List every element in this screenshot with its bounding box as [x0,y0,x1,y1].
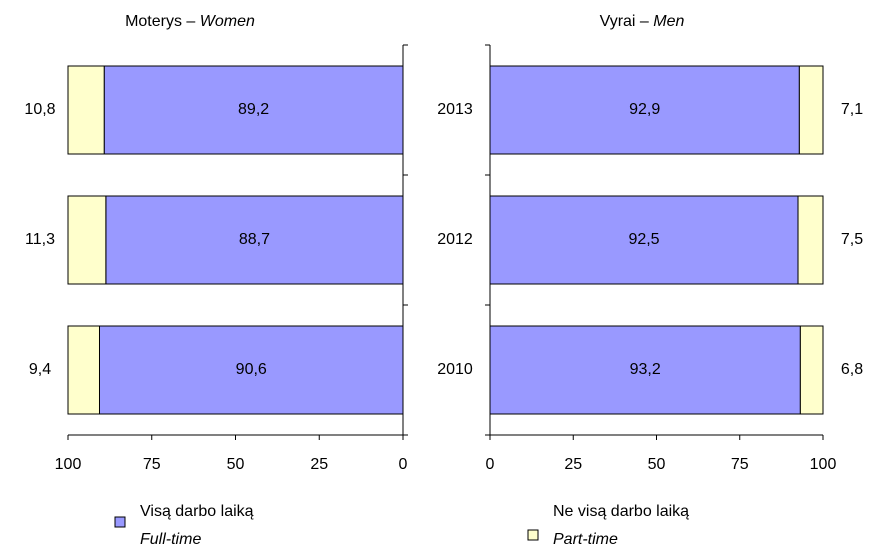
title-translation: Women [200,13,255,30]
chart-title: Moterys – Women [125,13,255,30]
bar-segment [798,65,824,155]
data-label: 6,8 [841,361,863,378]
data-label: 7,5 [841,231,863,248]
data-label: 89,2 [238,101,269,118]
chart-title: Vyrai – Men [600,13,685,30]
data-label: 92,9 [629,101,660,118]
legend-label: Visą darbo laiką [140,503,254,520]
data-label: 11,3 [25,231,55,248]
title-text: Vyrai – [600,13,649,30]
category-label: 2012 [437,231,473,248]
bar-segment [67,195,107,285]
bar-segment [67,325,100,415]
data-label: 9,4 [29,361,51,378]
x-tick-label: 0 [399,456,408,473]
bar-segment [799,325,824,415]
x-tick-label: 50 [227,456,245,473]
x-tick-label: 75 [731,456,749,473]
x-tick-label: 50 [648,456,666,473]
title-translation: Men [653,13,684,30]
x-tick-label: 25 [310,456,328,473]
legend-label: Ne visą darbo laiką [553,503,689,520]
data-label: 93,2 [630,361,661,378]
legend-label-translation: Part-time [553,531,618,548]
data-label: 7,1 [841,101,863,118]
data-label: 92,5 [628,231,659,248]
x-tick-label: 0 [486,456,495,473]
legend-swatch [527,529,539,541]
x-tick-label: 100 [55,456,82,473]
category-label: 2013 [437,101,473,118]
legend-label-translation: Full-time [140,531,201,548]
bar-segment [489,65,800,155]
data-label: 10,8 [24,101,55,118]
x-tick-label: 75 [143,456,161,473]
bar-segment [797,195,824,285]
x-tick-label: 100 [810,456,837,473]
bar-segment [489,195,799,285]
bar-segment [67,65,105,155]
data-label: 88,7 [239,231,270,248]
x-tick-label: 25 [564,456,582,473]
data-label: 90,6 [236,361,267,378]
bar-segment [103,65,404,155]
category-label: 2010 [437,361,473,378]
bar-segment [489,325,801,415]
title-text: Moterys – [125,13,195,30]
legend-swatch [114,516,126,528]
bar-segment [105,195,404,285]
